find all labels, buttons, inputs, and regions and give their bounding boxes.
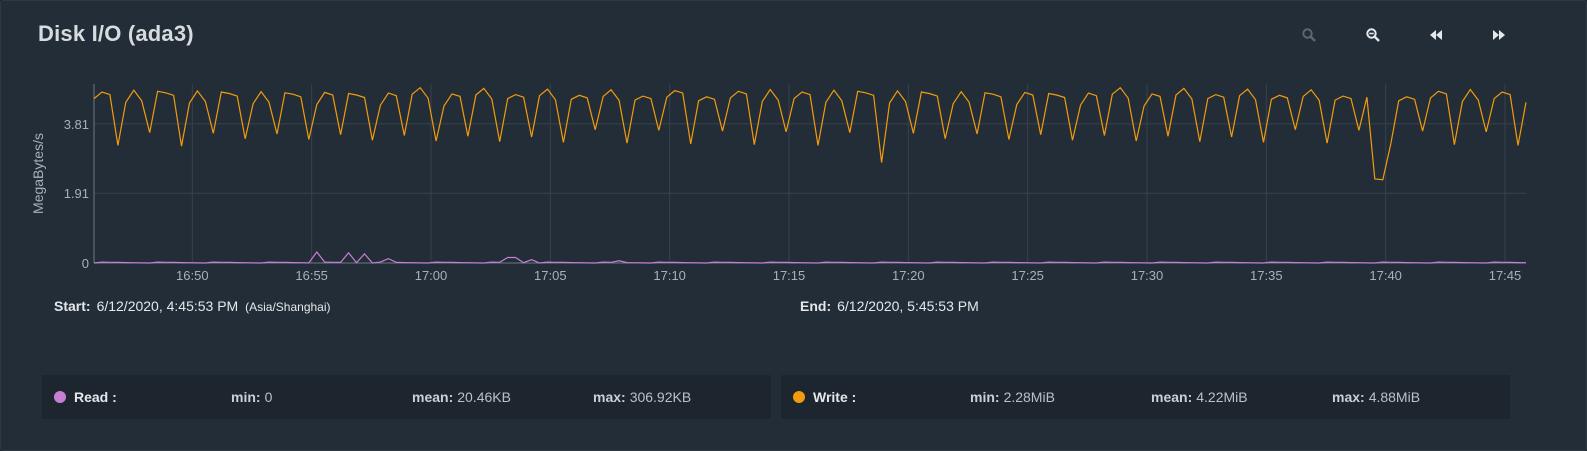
write-max-label: max: bbox=[1332, 389, 1365, 405]
fast-forward-icon bbox=[1491, 29, 1507, 41]
write-min-value: 2.28MiB bbox=[1003, 389, 1055, 405]
legend-read[interactable]: Read : min: 0 mean: 20.46KB max: 306.92KB bbox=[42, 375, 771, 419]
write-min: min: 2.28MiB bbox=[970, 389, 1055, 405]
x-tick-label: 17:45 bbox=[1489, 268, 1522, 283]
zoom-out-icon bbox=[1365, 27, 1381, 43]
end-value: 6/12/2020, 5:45:53 PM bbox=[837, 298, 979, 314]
x-tick-label: 17:00 bbox=[415, 268, 448, 283]
write-series-line bbox=[93, 86, 1527, 181]
x-tick-label: 17:30 bbox=[1131, 268, 1164, 283]
x-tick-label: 17:25 bbox=[1011, 268, 1044, 283]
read-mean-value: 20.46KB bbox=[457, 389, 511, 405]
read-max: max: 306.92KB bbox=[593, 389, 691, 405]
timezone-label: (Asia/Shanghai) bbox=[245, 300, 331, 314]
y-tick-label: 1.91 bbox=[64, 186, 89, 201]
write-series-name: Write : bbox=[813, 389, 857, 405]
range-start: Start: 6/12/2020, 4:45:53 PM (Asia/Shangh… bbox=[54, 298, 331, 314]
read-mean: mean: 20.46KB bbox=[412, 389, 511, 405]
zoom-out-button[interactable] bbox=[1361, 23, 1385, 47]
x-tick-label: 17:05 bbox=[534, 268, 567, 283]
read-mean-label: mean: bbox=[412, 389, 454, 405]
legend-write[interactable]: Write : min: 2.28MiB mean: 4.22MiB max: 4.8… bbox=[781, 375, 1510, 419]
start-value: 6/12/2020, 4:45:53 PM bbox=[96, 298, 239, 314]
start-label: Start: bbox=[54, 298, 91, 314]
read-min: min: 0 bbox=[231, 389, 272, 405]
x-tick-label: 16:50 bbox=[176, 268, 209, 283]
x-tick-label: 17:35 bbox=[1250, 268, 1283, 283]
read-series-name: Read : bbox=[74, 389, 117, 405]
y-axis-title: MegaBytes/s bbox=[30, 133, 46, 214]
range-end: End: 6/12/2020, 5:45:53 PM bbox=[800, 298, 979, 314]
write-min-label: min: bbox=[970, 389, 1000, 405]
read-min-value: 0 bbox=[264, 389, 273, 405]
pan-forward-button[interactable] bbox=[1487, 23, 1511, 47]
read-max-value: 306.92KB bbox=[629, 389, 692, 405]
widget-title: Disk I/O (ada3) bbox=[38, 21, 194, 46]
write-mean-value: 4.22MiB bbox=[1196, 389, 1248, 405]
read-min-label: min: bbox=[231, 389, 261, 405]
x-tick-label: 17:40 bbox=[1369, 268, 1402, 283]
write-max: max: 4.88MiB bbox=[1332, 389, 1420, 405]
zoom-in-button[interactable] bbox=[1297, 23, 1321, 47]
write-mean-label: mean: bbox=[1151, 389, 1193, 405]
pan-back-button[interactable] bbox=[1424, 23, 1448, 47]
disk-io-chart[interactable]: 0 1.91 3.81 16:50 16:55 17:00 17:05 17:10 17:15 1… bbox=[1, 76, 1587, 291]
zoom-in-icon bbox=[1301, 27, 1317, 43]
y-tick-label: 3.81 bbox=[64, 117, 89, 132]
rewind-icon bbox=[1428, 29, 1444, 41]
write-max-value: 4.88MiB bbox=[1368, 389, 1421, 405]
x-tick-label: 17:15 bbox=[773, 268, 806, 283]
write-mean: mean: 4.22MiB bbox=[1151, 389, 1248, 405]
read-series-line bbox=[93, 251, 1527, 264]
x-tick-label: 16:55 bbox=[295, 268, 328, 283]
x-tick-label: 17:20 bbox=[892, 268, 925, 283]
y-tick-label: 0 bbox=[82, 256, 89, 271]
x-tick-label: 17:10 bbox=[653, 268, 686, 283]
read-color-dot bbox=[54, 391, 66, 403]
end-label: End: bbox=[800, 298, 832, 314]
read-max-label: max: bbox=[593, 389, 626, 405]
write-color-dot bbox=[793, 391, 805, 403]
